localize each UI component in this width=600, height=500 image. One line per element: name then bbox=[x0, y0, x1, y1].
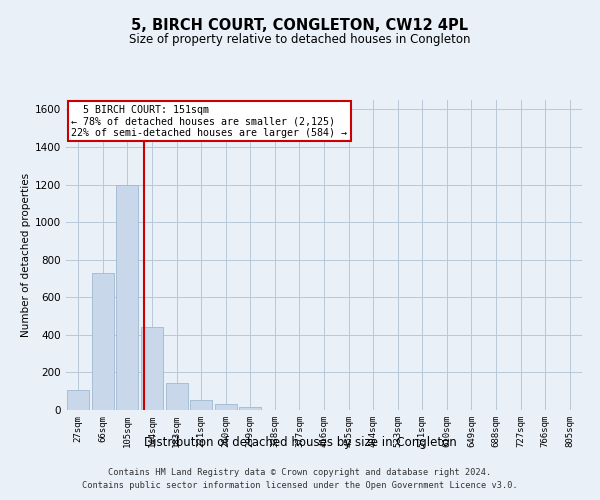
Text: 5, BIRCH COURT, CONGLETON, CW12 4PL: 5, BIRCH COURT, CONGLETON, CW12 4PL bbox=[131, 18, 469, 32]
Bar bbox=[239, 407, 262, 410]
Text: 5 BIRCH COURT: 151sqm
← 78% of detached houses are smaller (2,125)
22% of semi-d: 5 BIRCH COURT: 151sqm ← 78% of detached … bbox=[71, 104, 347, 138]
Text: Contains public sector information licensed under the Open Government Licence v3: Contains public sector information licen… bbox=[82, 482, 518, 490]
Text: Distribution of detached houses by size in Congleton: Distribution of detached houses by size … bbox=[143, 436, 457, 449]
Bar bbox=[67, 390, 89, 410]
Bar bbox=[190, 400, 212, 410]
Bar bbox=[116, 184, 139, 410]
Y-axis label: Number of detached properties: Number of detached properties bbox=[21, 173, 31, 337]
Text: Contains HM Land Registry data © Crown copyright and database right 2024.: Contains HM Land Registry data © Crown c… bbox=[109, 468, 491, 477]
Bar bbox=[92, 273, 114, 410]
Bar bbox=[141, 328, 163, 410]
Bar bbox=[215, 404, 237, 410]
Text: Size of property relative to detached houses in Congleton: Size of property relative to detached ho… bbox=[129, 32, 471, 46]
Bar bbox=[166, 383, 188, 410]
